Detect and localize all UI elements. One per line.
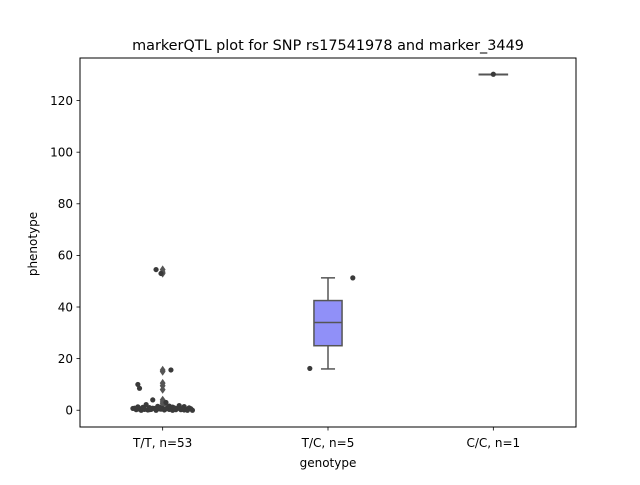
data-point — [135, 404, 141, 410]
box-1 — [147, 265, 178, 411]
data-point — [163, 406, 169, 412]
data-point — [179, 406, 186, 412]
y-tick-label: 0 — [65, 404, 73, 418]
chart-title: markerQTL plot for SNP rs17541978 and ma… — [132, 38, 524, 54]
data-point — [140, 406, 146, 412]
y-tick-label: 100 — [50, 145, 73, 159]
data-point — [156, 404, 162, 410]
outlier-marker — [159, 385, 166, 394]
y-axis: 0 20 40 60 80 100 120 — [50, 94, 80, 418]
data-point — [146, 407, 153, 413]
y-tick-label: 80 — [58, 197, 73, 211]
data-point — [158, 270, 164, 277]
plot-area — [130, 71, 509, 413]
data-point — [168, 367, 174, 373]
y-tick-label: 120 — [50, 94, 73, 108]
data-point — [189, 407, 196, 413]
data-point — [163, 399, 169, 406]
x-tick-label: T/T, n=53 — [132, 436, 192, 450]
data-point — [171, 405, 177, 411]
y-axis-label: phenotype — [26, 212, 40, 276]
x-tick-label: T/C, n=5 — [301, 436, 355, 450]
data-point — [307, 365, 313, 372]
data-point — [153, 266, 159, 273]
data-point — [136, 385, 143, 391]
outlier-marker — [159, 367, 166, 376]
y-tick-label: 60 — [58, 249, 73, 263]
plot-frame — [79, 57, 577, 428]
x-axis-label: genotype — [300, 456, 357, 470]
y-tick-label: 20 — [58, 352, 73, 366]
x-tick-label: C/C, n=1 — [466, 436, 520, 450]
data-point — [350, 275, 356, 281]
data-point — [150, 397, 156, 403]
box-2 — [313, 277, 343, 370]
y-tick-label: 40 — [58, 300, 73, 314]
data-point — [130, 405, 136, 412]
data-point — [490, 71, 496, 77]
x-axis: T/T, n=53 T/C, n=5 C/C, n=1 — [132, 427, 520, 450]
